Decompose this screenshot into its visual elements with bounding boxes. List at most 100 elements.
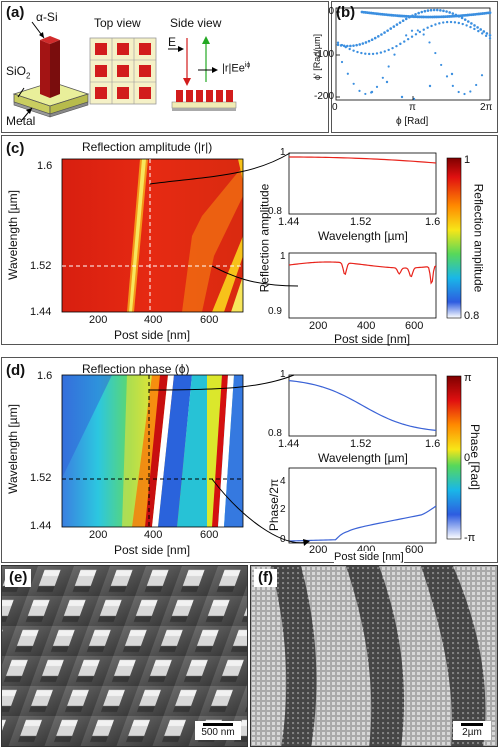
phase-derivative-dot	[352, 44, 355, 47]
phase-derivative-dot	[393, 53, 396, 56]
phase-derivative-dot	[442, 9, 445, 13]
c-line2-ytick-1: 0.9	[268, 306, 282, 317]
d-line2-xtick-0: 200	[309, 544, 328, 556]
phase-derivative-dot	[383, 50, 386, 53]
phase-derivative-dot	[410, 29, 414, 32]
phase-derivative-dot	[479, 28, 482, 31]
c-ytick-2: 1.44	[30, 306, 52, 318]
phase-derivative-dot	[352, 82, 355, 85]
c-line1-xtick-2: 1.6	[425, 216, 441, 228]
phase-derivative-dot	[451, 84, 454, 87]
phase-derivative-dot	[423, 9, 427, 13]
d-map-title: Reflection phase (ϕ)	[82, 362, 190, 376]
phase-derivative-dot	[367, 52, 371, 56]
phase-vs-wavelength-line	[288, 380, 437, 431]
phase-derivative-dot	[370, 38, 374, 41]
c-xtick-2: 600	[200, 314, 219, 326]
panel-f-label: (f)	[254, 569, 277, 587]
phase-derivative-dot	[457, 15, 461, 18]
phase-derivative-dot	[386, 29, 389, 32]
d-xtick-1: 400	[144, 529, 163, 541]
c-spectrum-frame	[288, 152, 437, 215]
panel-c: (c) Reflection amplitude (|r|)	[1, 135, 498, 346]
phase-derivative-dot	[403, 40, 406, 43]
phase-derivative-dot	[488, 11, 492, 15]
phase-derivative-dot	[356, 50, 359, 54]
phase-derivative-dot	[410, 35, 414, 38]
d-ytick-2: 1.44	[30, 520, 52, 532]
c-ylabel: Wavelength [µm]	[5, 190, 20, 280]
phase-derivative-dot	[434, 51, 437, 55]
d-line1-ytick-0: 1	[280, 369, 286, 380]
scale-bar-text: 500 nm	[201, 727, 235, 738]
phase-derivative-dot	[428, 84, 432, 88]
phase-derivative-dot	[355, 43, 358, 47]
phase-derivative-dot	[371, 52, 375, 56]
phase-derivative-dot	[400, 95, 404, 99]
material-metal-label: Metal	[6, 114, 36, 128]
phase-derivative-dot	[406, 37, 410, 41]
amplitude-vs-wavelength-line	[288, 156, 437, 164]
panel-a: (a)	[1, 1, 329, 133]
phase-derivative-dot	[404, 17, 408, 21]
phase-derivative-dot	[395, 23, 399, 26]
b-ylabel: ϕ' [Rad/µm]	[311, 34, 322, 80]
panel-c-label: (c)	[6, 140, 25, 157]
b-xtick-1: π	[409, 102, 416, 113]
phase-derivative-dot	[475, 83, 478, 87]
phase-derivative-dot	[450, 72, 454, 76]
unit-cell-schematic	[12, 21, 237, 121]
amplitude-colorbar	[446, 157, 462, 319]
phase-derivative-dot	[457, 90, 460, 94]
phase-derivative-dot	[358, 89, 361, 92]
phase-derivative-dot	[336, 43, 340, 47]
phase-derivative-dot	[346, 72, 349, 75]
phase-derivative-dot	[485, 32, 489, 35]
phase-derivative-dot	[348, 47, 351, 51]
panel-e-label: (e)	[5, 569, 32, 587]
sem-gradient-texture	[251, 566, 497, 746]
d-cbar-mid: 0	[464, 452, 471, 464]
phase-derivative-dot	[414, 33, 418, 36]
phase-derivative-dot	[435, 8, 439, 12]
phase-derivative-dot	[469, 25, 472, 29]
phase-derivative-dot	[336, 41, 340, 44]
d-line2-ytick-1: 2	[280, 504, 286, 515]
phase-derivative-dot	[364, 92, 367, 96]
c-ytick-1: 1.52	[30, 260, 52, 272]
sio2-text: SiO	[6, 64, 27, 78]
panel-e-sem-image: (e) 500 nm	[1, 565, 248, 747]
phase-derivative-dot	[417, 11, 420, 15]
phase-derivative-dot	[387, 65, 390, 68]
phase-colorbar	[446, 375, 462, 540]
d-line1-xtick-1: 1.52	[350, 438, 372, 450]
scale-bar-500nm: 500 nm	[195, 721, 241, 740]
d-cbar-max: π	[464, 372, 472, 384]
phase-derivative-dot	[395, 44, 398, 48]
d-cbar-min: -π	[464, 532, 476, 544]
c-line1-ytick-1: 0.8	[268, 206, 282, 217]
panel-d: (d) Reflection phase (ϕ)	[1, 357, 498, 563]
d-line2-ytick-2: 0	[280, 534, 286, 545]
amplitude-figure	[61, 152, 462, 319]
phase-derivative-dot	[465, 24, 468, 27]
phase-derivative-dot	[429, 8, 433, 12]
c-ytick-0: 1.6	[37, 160, 53, 172]
phase-derivative-dot	[364, 52, 367, 55]
phase-derivative-dot	[385, 80, 389, 84]
material-alpha-si-label: α-Si	[36, 10, 58, 24]
panel-b: (b) 0 -100 -200 0 π 2π ϕ [Rad] ϕ' [Rad/µ…	[312, 1, 498, 133]
phase-derivative-dot	[391, 46, 394, 50]
d-cbar-label: Phase [Rad]	[468, 423, 483, 491]
phase-derivative-dot	[414, 13, 417, 16]
d-xlabel: Post side [nm]	[114, 543, 191, 557]
phase-derivative-dot	[405, 34, 408, 37]
phase-derivative-dot	[430, 24, 433, 28]
c-cbar-max: 1	[464, 154, 471, 166]
c-line2-ytick-0: 1	[280, 251, 286, 262]
phase-derivative-dot	[358, 43, 362, 46]
c-xlabel: Post side [nm]	[114, 328, 191, 342]
c-cbar-label: Reflection amplitude	[471, 183, 486, 293]
phase-derivative-dot	[488, 33, 492, 37]
c-line1-xtick-1: 1.52	[350, 216, 372, 228]
